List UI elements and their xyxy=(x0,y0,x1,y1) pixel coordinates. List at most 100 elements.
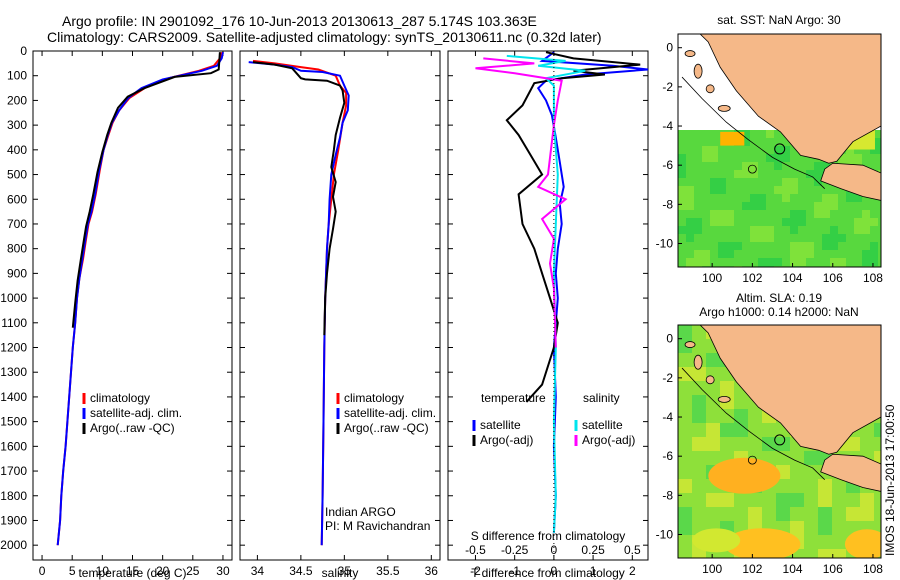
map-cell xyxy=(822,162,830,170)
map-cell xyxy=(718,74,726,82)
x-tick-label: 34.5 xyxy=(289,564,313,578)
map-cell xyxy=(874,451,881,465)
map-cell xyxy=(702,74,710,82)
map-cell xyxy=(678,226,686,234)
map-cell xyxy=(710,122,718,130)
temperature-profile: 0 5 10 15 20 25 300100200300400500600700800900… xyxy=(0,44,233,580)
map-cell xyxy=(766,234,774,242)
map-cell xyxy=(686,42,694,50)
s-axis-label: S difference from climatology xyxy=(471,529,626,543)
annotation-line-1: Indian ARGO xyxy=(325,505,396,519)
depth-tick-label: 300 xyxy=(7,118,27,132)
title-line-1: Argo profile: IN 2901092_176 10-Jun-2013… xyxy=(62,13,537,29)
map-x-tick-label: 106 xyxy=(823,271,843,285)
map-cell xyxy=(678,66,686,74)
map-cell xyxy=(790,210,798,218)
map-cell xyxy=(678,325,692,339)
map-cell xyxy=(846,146,854,154)
depth-tick-label: 700 xyxy=(7,217,27,231)
map-y-tick-label: -6 xyxy=(662,158,673,172)
map-cell xyxy=(718,218,726,226)
map-cell xyxy=(702,42,710,50)
map-cell xyxy=(782,146,790,154)
map-cell xyxy=(750,234,758,242)
island xyxy=(693,63,703,79)
map-cell xyxy=(710,210,718,218)
s-tick-label: -0.25 xyxy=(501,543,529,557)
map-cell xyxy=(686,34,694,42)
legend-label: Argo(..raw -QC) xyxy=(90,421,175,435)
map-cell xyxy=(878,138,881,146)
map-cell xyxy=(678,194,686,202)
legend-label: satellite-adj. clim. xyxy=(344,406,436,420)
map-cell xyxy=(870,250,878,258)
map-cell xyxy=(734,423,748,437)
map-cell xyxy=(686,194,694,202)
map-cell xyxy=(870,242,878,250)
series-argo-raw-qc- xyxy=(252,61,346,336)
map-cell xyxy=(718,186,726,194)
salinity-profile: 34 34.5 35 35.5 36 salinity climatologysatelli… xyxy=(239,50,441,580)
map-cell xyxy=(790,218,798,226)
map-x-tick-label: 104 xyxy=(783,562,803,576)
map-cell xyxy=(686,202,694,210)
map-cell xyxy=(830,226,838,234)
map-cell xyxy=(718,250,726,258)
map-cell xyxy=(798,210,806,218)
map-cell xyxy=(742,130,750,138)
map-y-tick-label: 0 xyxy=(666,332,673,346)
depth-tick-label: 400 xyxy=(7,143,27,157)
map-cell xyxy=(702,58,710,66)
map-cell xyxy=(874,423,881,437)
sla-map: 100 102 104 106 108 0 -2 -4 -6 -8 -10 Altim. SLA: 0… xyxy=(656,291,884,576)
map-cell xyxy=(694,258,702,266)
map-cell xyxy=(766,122,774,130)
map-cell xyxy=(830,258,838,266)
map-cell xyxy=(854,218,862,226)
x-tick-label: 0 xyxy=(39,564,46,578)
map-cell xyxy=(686,106,694,114)
map-cell xyxy=(758,122,766,130)
map-cell xyxy=(694,50,702,58)
map-cell xyxy=(748,507,762,521)
depth-tick-label: 1800 xyxy=(0,489,27,503)
x-tick-label: 36 xyxy=(425,564,439,578)
map-cell xyxy=(678,50,686,58)
sla-high xyxy=(708,457,781,494)
depth-tick-label: 600 xyxy=(7,192,27,206)
map-cell xyxy=(726,114,734,122)
map-cell xyxy=(846,507,860,521)
difference-profile: -2 -1 0 1 2 T difference from climatology -0.5… xyxy=(447,50,649,580)
map-y-tick-label: -8 xyxy=(662,197,673,211)
map-cell xyxy=(678,154,686,162)
map-y-tick-label: -10 xyxy=(656,237,674,251)
map-cell xyxy=(830,242,838,250)
map-cell xyxy=(758,234,766,242)
argo-position-marker xyxy=(774,143,786,155)
depth-tick-label: 1600 xyxy=(0,439,27,453)
map-cell xyxy=(694,98,702,106)
map-cell xyxy=(862,258,870,266)
sla-high xyxy=(844,529,881,558)
map-x-tick-label: 108 xyxy=(863,562,883,576)
map-cell xyxy=(798,218,806,226)
island xyxy=(705,375,715,385)
map-cell xyxy=(742,106,750,114)
map-cell xyxy=(694,106,702,114)
map-cell xyxy=(766,130,774,138)
map-cell xyxy=(750,122,758,130)
map-cell xyxy=(686,98,694,106)
map-x-tick-label: 108 xyxy=(863,271,883,285)
map-cell xyxy=(692,367,706,381)
map-cell xyxy=(694,114,702,122)
map-y-tick-label: -4 xyxy=(662,119,673,133)
map-cell xyxy=(694,82,702,90)
map-cell xyxy=(678,98,686,106)
map-x-tick-label: 104 xyxy=(783,271,803,285)
map-cell xyxy=(854,154,862,162)
map-cell xyxy=(710,90,718,98)
map-cell xyxy=(832,549,846,558)
sst-map-title: sat. SST: NaN Argo: 30 xyxy=(717,13,841,27)
map-cell xyxy=(734,98,742,106)
